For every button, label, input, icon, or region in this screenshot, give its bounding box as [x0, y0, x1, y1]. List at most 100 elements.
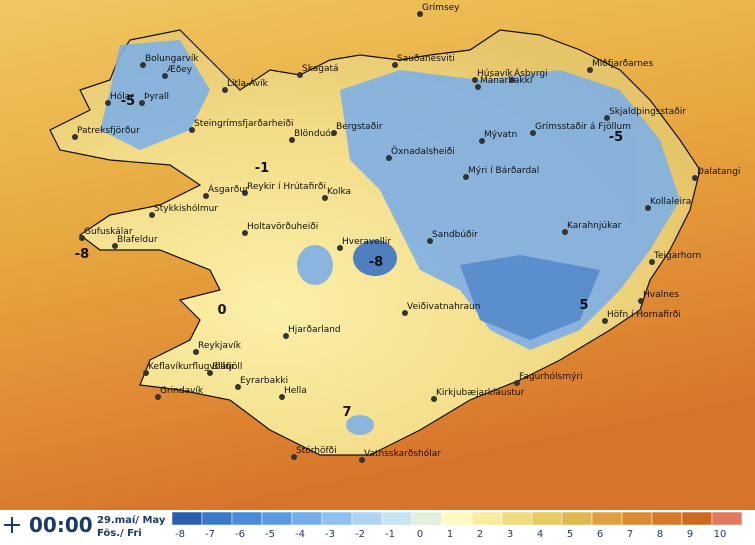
colorbar-tick-label: -8	[175, 529, 185, 540]
place-name: Grindavík	[160, 386, 204, 396]
colorbar-tick-label: 6	[597, 529, 603, 540]
colorbar-tick-label: -6	[235, 529, 245, 540]
colorbar-swatch	[621, 511, 653, 526]
colorbar-tick-label: -7	[205, 529, 215, 540]
place-name: Hjarðarland	[288, 325, 341, 335]
place-name: Sauðanesviti	[397, 54, 455, 64]
place-name: Æðey	[167, 65, 193, 75]
place-name: Fagurhólsmýri	[519, 371, 583, 382]
station-dot	[297, 72, 303, 78]
colorbar-swatch	[201, 511, 233, 526]
place-name: Ásbyrgi	[514, 67, 548, 79]
station-dot	[472, 77, 478, 83]
station-dot	[431, 396, 437, 402]
colorbar-swatch	[381, 511, 413, 526]
colorbar-swatch	[351, 511, 383, 526]
station-dot	[140, 62, 146, 68]
station-dot	[514, 380, 520, 386]
colorbar-tick-label: 7	[627, 529, 633, 540]
station-dot	[562, 229, 568, 235]
station-dot	[105, 100, 111, 106]
station-dot	[79, 235, 85, 241]
station-dot	[193, 349, 199, 355]
colorbar-tick-label: -1	[385, 529, 395, 540]
place-name: Kollaleira	[650, 197, 691, 207]
station-dot	[604, 115, 610, 121]
station-dot	[222, 87, 228, 93]
place-name: Mývatn	[484, 130, 517, 140]
station-dot	[638, 298, 644, 304]
station-dot	[463, 174, 469, 180]
place-name: Öxnadalsheiði	[391, 146, 455, 157]
cold-areas	[100, 40, 680, 435]
place-name: Blafeldur	[117, 235, 158, 245]
place-name: Stykkishólmur	[154, 203, 218, 214]
place-name: Kirkjubæjarklaustur	[436, 388, 525, 398]
station-dot	[162, 73, 168, 79]
colorbar-swatch	[441, 511, 473, 526]
place-name: Reykjavík	[198, 341, 242, 351]
place-name: Litla-Ávík	[227, 77, 269, 89]
colorbar-tick-label: -5	[265, 529, 275, 540]
place-name: Keflavíkurflugvöllur	[148, 362, 235, 372]
temperature-label: 7	[342, 405, 351, 420]
station-dot	[337, 245, 343, 251]
place-name: Teigarhorn	[653, 251, 701, 261]
station-dot	[283, 333, 289, 339]
date: 29.maí/ May	[97, 514, 166, 526]
station-dot	[649, 259, 655, 265]
station-dot	[143, 370, 149, 376]
temperature-label: -1	[255, 161, 269, 176]
logo	[4, 517, 20, 533]
station-dot	[359, 457, 365, 463]
temperature-label: 0	[217, 303, 226, 318]
colorbar-swatch	[261, 511, 293, 526]
station-dot	[645, 205, 651, 211]
station-dot	[427, 238, 433, 244]
colorbar-swatch	[411, 511, 443, 526]
place-name: Miðfjarðarnes	[592, 59, 653, 69]
place-name: Bergstaðir	[336, 122, 383, 132]
place-name: Grímsey	[422, 3, 460, 13]
station-dot	[207, 370, 213, 376]
temperature-label: -8	[75, 247, 89, 262]
place-name: Blönduós	[294, 128, 336, 139]
station-dot	[692, 175, 698, 181]
colorbar-swatch	[171, 511, 203, 526]
colorbar-swatch	[291, 511, 323, 526]
place-name: Patreksfjörður	[77, 126, 140, 136]
place-name: Bolungarvík	[145, 54, 199, 64]
station-dot	[289, 137, 295, 143]
weekday: Fös./ Fri	[97, 528, 142, 539]
colorbar-tick-label: 3	[507, 529, 513, 540]
station-dot	[203, 193, 209, 199]
colorbar-tick-label: 2	[477, 529, 483, 540]
temperature-label: -5	[121, 94, 135, 109]
station-dot	[587, 67, 593, 73]
place-name: Karahnjúkar	[567, 221, 622, 231]
station-dot	[72, 134, 78, 140]
station-dot	[386, 155, 392, 161]
place-name: Hólar	[110, 91, 134, 102]
place-name: Dalatangi	[697, 167, 740, 177]
temperature-label: -5	[609, 130, 623, 145]
station-dot	[402, 310, 408, 316]
station-dot	[139, 100, 145, 106]
place-name: Mánarbakki	[480, 76, 532, 86]
colorbar-tick-label: -3	[325, 529, 335, 540]
station-dot	[149, 212, 155, 218]
colorbar-swatch	[591, 511, 623, 526]
place-name: Kolka	[327, 187, 351, 197]
colorbar-tick-label: 10	[714, 529, 727, 540]
place-name: Hveravellir	[342, 237, 391, 247]
station-dot	[602, 318, 608, 324]
place-name: Hella	[284, 386, 307, 396]
place-name: Eyrarbakki	[240, 376, 288, 386]
station-dot	[417, 11, 423, 17]
place-name: Bláfjöll	[212, 362, 242, 372]
station-dot	[392, 62, 398, 68]
station-dot	[242, 190, 248, 196]
place-name: Gufuskálar	[84, 227, 133, 237]
station-dot	[331, 130, 337, 136]
